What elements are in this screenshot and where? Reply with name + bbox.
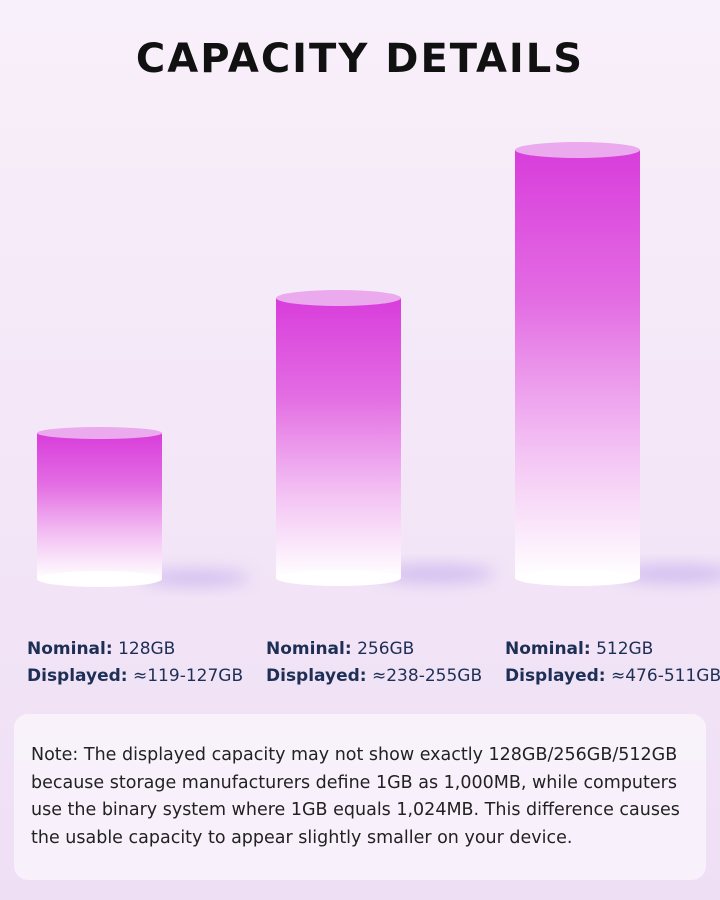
nominal-label: Nominal:	[266, 639, 352, 659]
displayed-value: ≈238-255GB	[372, 666, 483, 686]
title: CAPACITY DETAILS	[135, 36, 585, 82]
displayed-row: Displayed: ≈238-255GB	[266, 663, 482, 690]
nominal-row: Nominal: 256GB	[266, 636, 482, 663]
capacity-item: Nominal: 512GB Displayed: ≈476-511GB	[505, 636, 720, 690]
nominal-label: Nominal:	[27, 639, 113, 659]
displayed-row: Displayed: ≈476-511GB	[505, 663, 720, 690]
cylinder-128	[37, 427, 162, 587]
nominal-value: 256GB	[357, 639, 415, 659]
cylinder-256	[276, 290, 401, 586]
displayed-value: ≈119-127GB	[133, 666, 244, 686]
capacity-item: Nominal: 128GB Displayed: ≈119-127GB	[27, 636, 243, 690]
nominal-row: Nominal: 512GB	[505, 636, 720, 663]
displayed-row: Displayed: ≈119-127GB	[27, 663, 243, 690]
nominal-value: 512GB	[596, 639, 654, 659]
displayed-label: Displayed:	[266, 666, 367, 686]
displayed-label: Displayed:	[505, 666, 606, 686]
nominal-value: 128GB	[118, 639, 176, 659]
nominal-row: Nominal: 128GB	[27, 636, 243, 663]
note: Note: The displayed capacity may not sho…	[14, 714, 706, 880]
displayed-value: ≈476-511GB	[611, 666, 720, 686]
displayed-label: Displayed:	[27, 666, 128, 686]
capacity-item: Nominal: 256GB Displayed: ≈238-255GB	[266, 636, 482, 690]
cylinder-512	[515, 142, 640, 586]
nominal-label: Nominal:	[505, 639, 591, 659]
shadows	[140, 565, 720, 586]
cylinders	[37, 142, 720, 587]
